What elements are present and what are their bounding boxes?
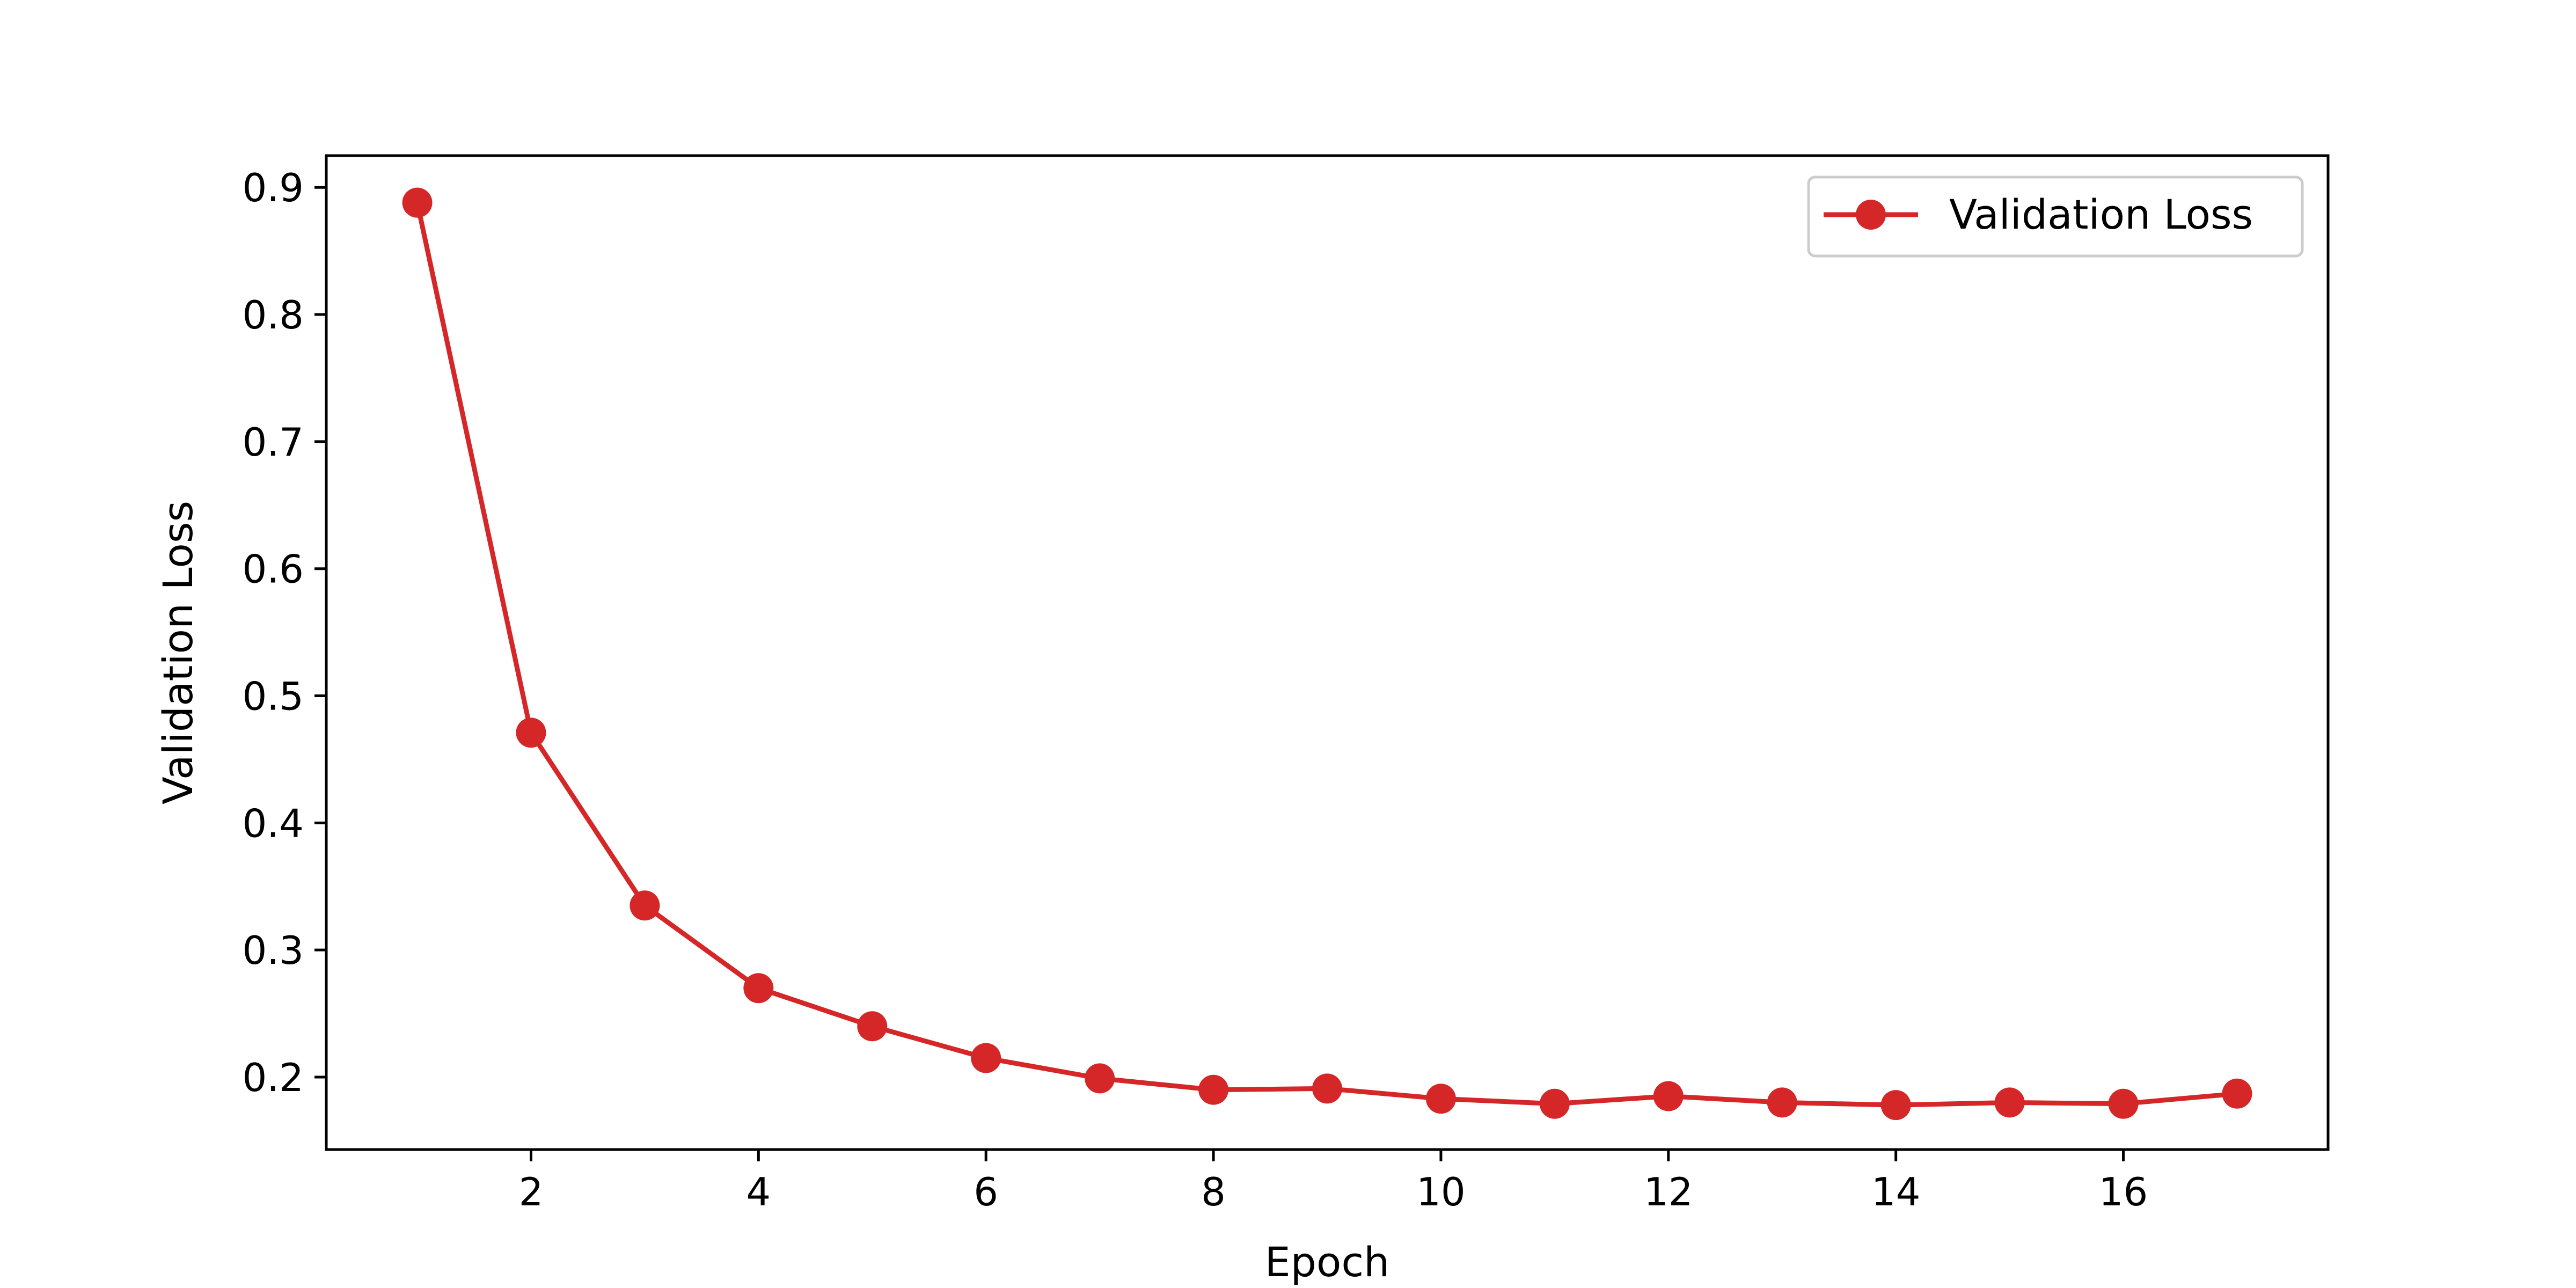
data-point bbox=[2222, 1078, 2252, 1109]
legend: Validation Loss bbox=[1807, 175, 2304, 258]
legend-marker-sample bbox=[1856, 200, 1886, 230]
x-axis-ticks: 2 4 6 8 10 12 14 16 bbox=[519, 1150, 2148, 1214]
x-tick-label: 6 bbox=[974, 1169, 998, 1214]
data-point bbox=[630, 890, 660, 921]
y-tick-label: 0.6 bbox=[242, 547, 304, 592]
y-tick-label: 0.9 bbox=[242, 165, 304, 210]
x-tick-label: 8 bbox=[1201, 1169, 1226, 1214]
series-layer bbox=[402, 187, 2252, 1121]
data-point bbox=[1085, 1063, 1115, 1094]
data-point bbox=[1425, 1084, 1456, 1114]
y-tick-label: 0.2 bbox=[242, 1055, 304, 1100]
data-point bbox=[516, 718, 546, 748]
plot-frame bbox=[325, 154, 2330, 1151]
x-tick-label: 4 bbox=[746, 1169, 771, 1214]
data-point bbox=[1539, 1088, 1570, 1119]
data-point bbox=[1312, 1073, 1342, 1104]
legend-label: Validation Loss bbox=[1949, 191, 2253, 238]
data-point bbox=[1767, 1087, 1797, 1118]
plot-background bbox=[326, 156, 2328, 1150]
y-tick-label: 0.7 bbox=[242, 420, 304, 465]
x-tick-label: 2 bbox=[519, 1169, 544, 1214]
data-point bbox=[1880, 1090, 1911, 1121]
y-tick-label: 0.8 bbox=[242, 292, 304, 338]
y-axis-ticks: 0.2 0.3 0.4 0.5 0.6 0.7 0.8 0.9 bbox=[242, 165, 326, 1100]
x-tick-label: 16 bbox=[2099, 1169, 2148, 1214]
data-point bbox=[971, 1043, 1001, 1073]
y-tick-label: 0.3 bbox=[242, 928, 304, 973]
x-tick-label: 12 bbox=[1644, 1169, 1693, 1214]
data-point bbox=[1198, 1074, 1229, 1105]
y-tick-label: 0.4 bbox=[242, 801, 304, 846]
data-point bbox=[402, 187, 433, 218]
data-point bbox=[1994, 1087, 2025, 1118]
data-point bbox=[1653, 1081, 1684, 1111]
y-axis-title: Validation Loss bbox=[154, 501, 202, 804]
x-tick-label: 10 bbox=[1416, 1169, 1466, 1214]
y-tick-label: 0.5 bbox=[242, 674, 304, 719]
legend-box bbox=[1807, 175, 2304, 258]
data-point bbox=[2108, 1088, 2139, 1119]
data-point bbox=[857, 1011, 888, 1042]
x-axis-title: Epoch bbox=[1265, 1238, 1390, 1286]
data-point bbox=[743, 973, 774, 1004]
x-tick-label: 14 bbox=[1871, 1169, 1921, 1214]
